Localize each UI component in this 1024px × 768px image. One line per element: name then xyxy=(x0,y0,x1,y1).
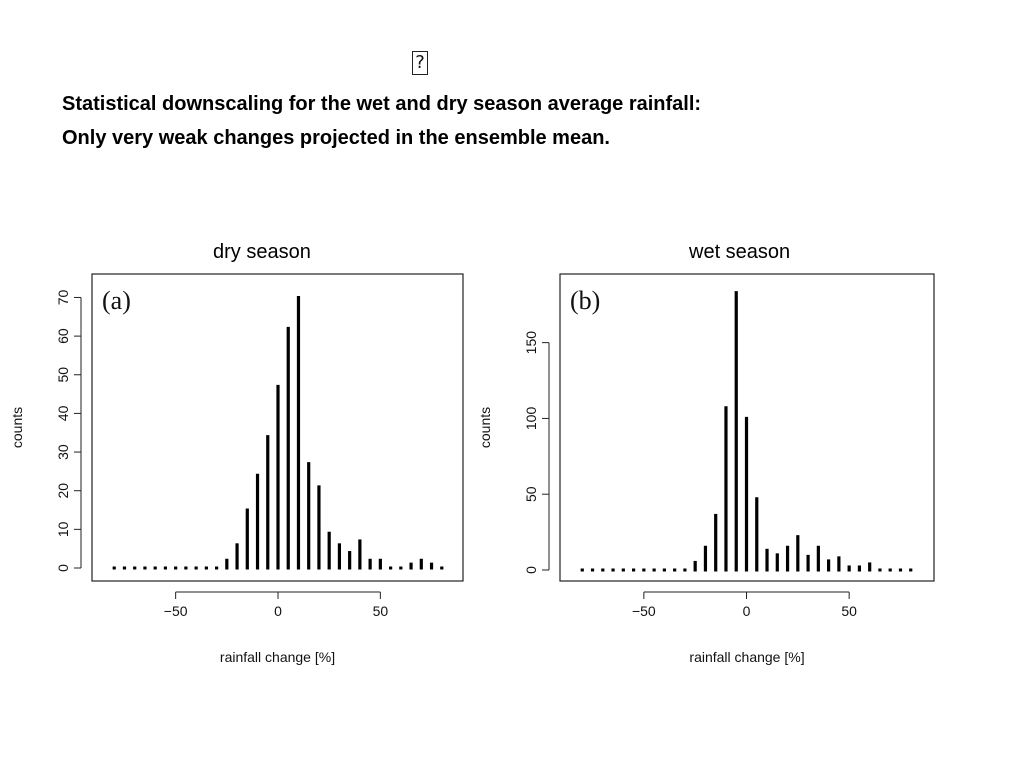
y-tick-label: 50 xyxy=(55,367,71,383)
plot-frame xyxy=(91,273,464,582)
y-tick-label: 0 xyxy=(55,564,71,572)
y-tick-label: 20 xyxy=(55,483,71,499)
plot-frame xyxy=(559,273,935,582)
x-axis-label: rainfall change [%] xyxy=(220,649,335,665)
y-tick-label: 70 xyxy=(55,289,71,305)
wet-season-histogram: −50 0 50 rainfall change [%] 0 50 100 150 counts… xyxy=(477,273,935,665)
panel-label: (b) xyxy=(570,286,600,315)
y-axis-label: counts xyxy=(9,407,25,448)
y-tick-label: 10 xyxy=(55,521,71,537)
y-tick-label: 0 xyxy=(523,566,539,574)
y-tick-label: 100 xyxy=(523,407,539,431)
x-tick-label: 0 xyxy=(274,603,282,619)
x-tick-label: 50 xyxy=(841,603,857,619)
dry-season-title: dry season xyxy=(213,241,311,263)
headline-line-1: Statistical downscaling for the wet and … xyxy=(62,93,702,115)
y-axis-label: counts xyxy=(477,407,493,448)
headline-line-2: Only very weak changes projected in the … xyxy=(62,127,610,149)
wet-season-title: wet season xyxy=(689,241,791,263)
panel-label: (a) xyxy=(102,286,131,315)
x-axis-label: rainfall change [%] xyxy=(689,649,804,665)
missing-glyph-char: ? xyxy=(415,52,425,73)
y-tick-label: 30 xyxy=(55,444,71,460)
x-tick-label: 50 xyxy=(373,603,389,619)
y-tick-label: 60 xyxy=(55,328,71,344)
y-tick-label: 40 xyxy=(55,405,71,421)
x-tick-label: 0 xyxy=(743,603,751,619)
y-tick-label: 150 xyxy=(523,331,539,355)
dry-season-histogram: −50 0 50 rainfall change [%] 0 10 20 30 40 50 60 70… xyxy=(9,273,464,665)
missing-glyph-icon xyxy=(412,51,428,75)
x-tick-label: −50 xyxy=(164,603,188,619)
y-tick-label: 50 xyxy=(523,486,539,502)
x-tick-label: −50 xyxy=(632,603,656,619)
